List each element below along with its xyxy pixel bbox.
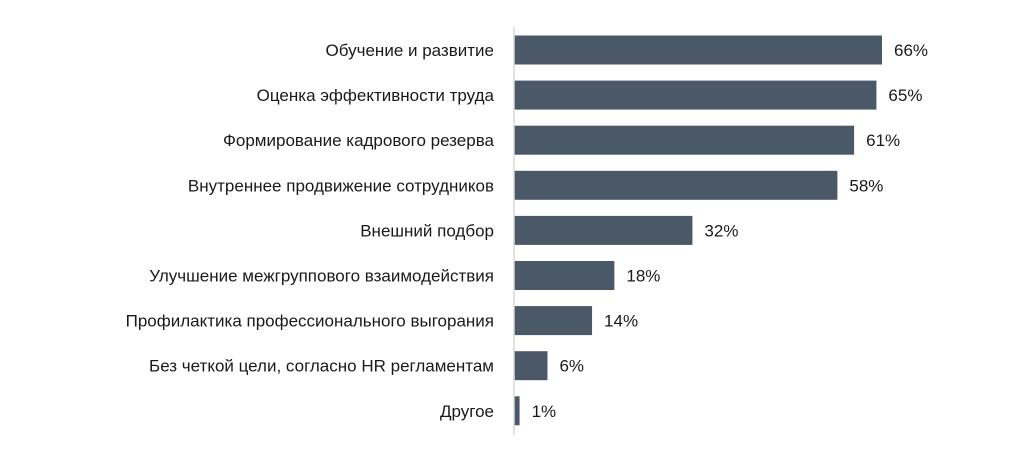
bar: [514, 125, 855, 155]
bar: [514, 261, 615, 290]
category-label: Формирование кадрового резерва: [223, 131, 495, 150]
category-label: Внешний подбор: [360, 221, 494, 240]
data-label: 58%: [849, 176, 883, 195]
bar: [514, 35, 882, 65]
bar: [514, 80, 877, 110]
bar: [514, 306, 593, 336]
bars-group: Обучение и развитие 66% Оценка эффективнос…: [126, 35, 928, 426]
data-label: 6%: [559, 357, 584, 376]
data-label: 65%: [888, 86, 922, 105]
category-label: Другое: [440, 402, 494, 421]
category-label: Улучшение межгруппового взаимодействия: [149, 267, 494, 286]
category-label: Обучение и развитие: [326, 41, 494, 60]
category-label: Оценка эффективности труда: [257, 86, 495, 105]
bar: [514, 170, 838, 200]
data-label: 61%: [866, 131, 900, 150]
bar: [514, 396, 520, 426]
data-label: 14%: [604, 312, 638, 331]
bar: [514, 215, 693, 245]
bar: [514, 351, 548, 381]
category-label: Без четкой цели, согласно HR регламентам: [149, 357, 494, 376]
data-label: 18%: [626, 267, 660, 286]
category-label: Профилактика профессионального выгорания: [126, 312, 494, 331]
data-label: 1%: [532, 402, 557, 421]
data-label: 32%: [704, 221, 738, 240]
category-label: Внутреннее продвижение сотрудников: [188, 176, 494, 195]
data-label: 66%: [894, 41, 928, 60]
